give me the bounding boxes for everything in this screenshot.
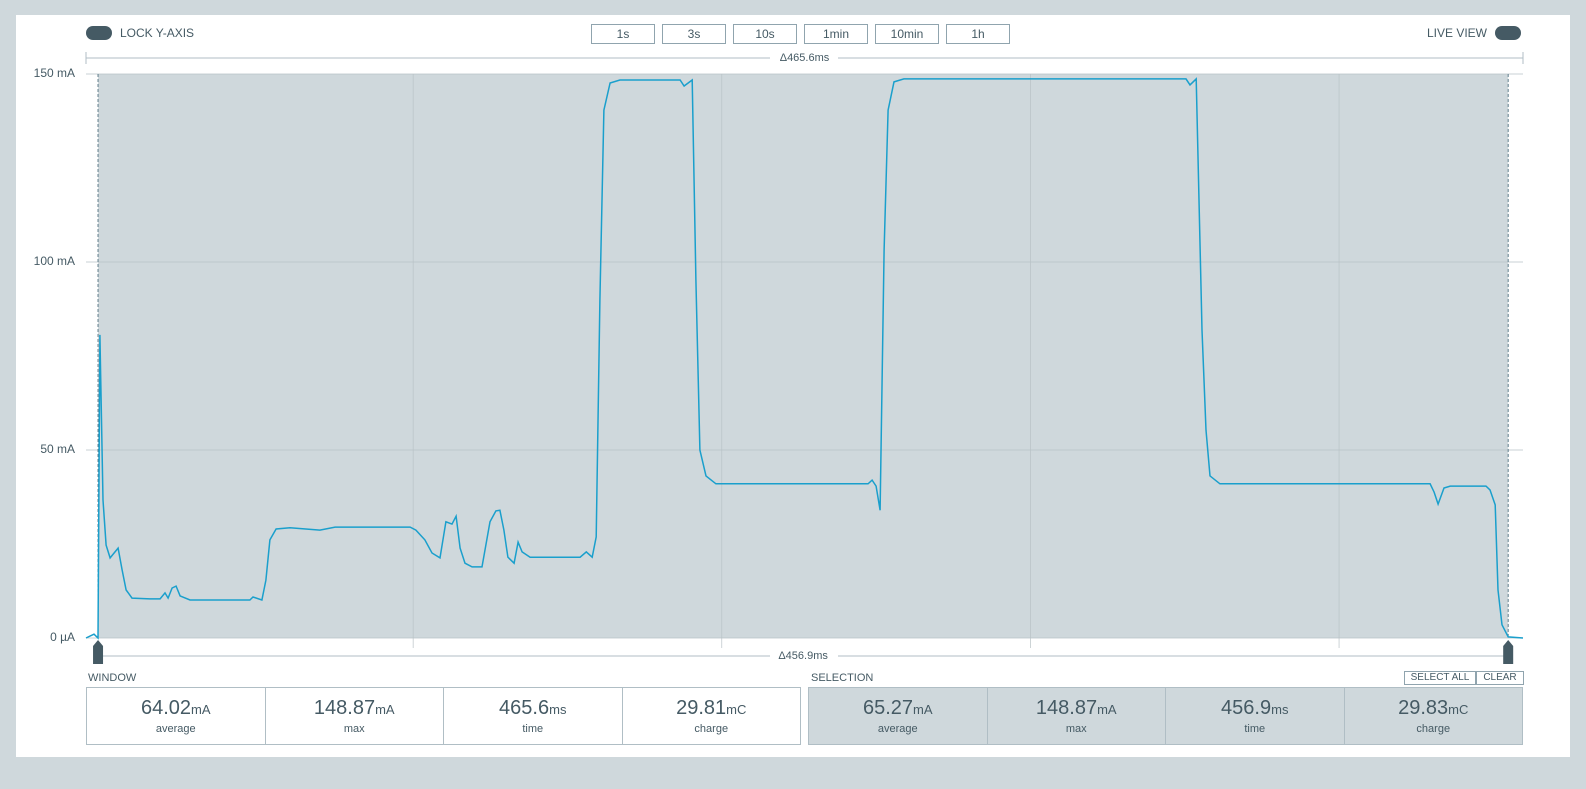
y-tick-label: 100 mA: [34, 254, 75, 268]
stat-unit: mA: [375, 702, 395, 717]
window-title: WINDOW: [88, 672, 137, 684]
stat-unit: mC: [1448, 702, 1469, 717]
zoom-button[interactable]: 1h: [946, 24, 1010, 44]
select-all-button[interactable]: SELECT ALL: [1404, 671, 1476, 685]
zoom-button[interactable]: 1min: [804, 24, 868, 44]
stat-label: max: [343, 723, 365, 735]
zoom-button[interactable]: 3s: [662, 24, 726, 44]
selection-stats: 65.27mA average 148.87mA max 456.9ms time 29.8…: [808, 687, 1523, 745]
stat-cell: 64.02mA average: [87, 688, 266, 744]
y-tick-label: 50 mA: [40, 442, 75, 456]
stat-unit: mC: [726, 702, 747, 717]
stat-unit: mA: [191, 702, 211, 717]
selection-area: [98, 74, 1509, 638]
current-line: [85, 77, 1524, 640]
selection-handle[interactable]: [1503, 640, 1514, 664]
stat-value: 148.87: [1035, 697, 1098, 719]
zoom-button[interactable]: 1s: [591, 24, 655, 44]
stat-cell: 29.83mC charge: [1345, 688, 1523, 744]
stat-cell: 148.87mA max: [988, 688, 1166, 744]
stat-label: max: [1065, 723, 1087, 735]
stat-cell: 29.81mC charge: [623, 688, 801, 744]
clear-button[interactable]: CLEAR: [1476, 671, 1524, 685]
y-tick-label: 0 µA: [50, 630, 75, 644]
stat-label: average: [155, 723, 196, 735]
stat-number: 456.9ms: [1166, 697, 1344, 720]
live-label: LIVE VIEW: [1426, 26, 1487, 40]
zoom-button[interactable]: 10s: [733, 24, 797, 44]
selection-title: SELECTION: [811, 672, 874, 684]
stat-cell: 465.6ms time: [444, 688, 623, 744]
stat-number: 465.6ms: [444, 697, 622, 720]
stat-cell: 148.87mA max: [266, 688, 444, 744]
stat-number: 64.02mA: [87, 697, 265, 720]
stat-value: 64.02: [140, 697, 192, 719]
stat-label: time: [1244, 723, 1266, 735]
stat-label: average: [877, 723, 918, 735]
stat-value: 465.6: [499, 697, 550, 719]
stat-value: 65.27: [862, 697, 914, 719]
window-duration: Δ465.6ms: [780, 52, 830, 64]
stat-unit: mA: [1097, 702, 1117, 717]
stat-number: 29.83mC: [1345, 697, 1523, 720]
lock-toggle[interactable]: [86, 26, 112, 40]
stat-value: 29.81: [676, 697, 727, 719]
stat-cell: 456.9ms time: [1166, 688, 1345, 744]
stat-value: 29.83: [1398, 697, 1449, 719]
zoom-button[interactable]: 10min: [875, 24, 939, 44]
y-tick-label: 150 mA: [34, 66, 75, 80]
window-stats: 64.02mA average 148.87mA max 465.6ms time 29.8…: [86, 687, 801, 745]
stat-number: 148.87mA: [266, 697, 444, 720]
stat-value: 456.9: [1221, 697, 1272, 719]
label-bg: [770, 649, 838, 663]
stat-number: 148.87mA: [988, 697, 1166, 720]
stat-unit: mA: [913, 702, 933, 717]
lock-label: LOCK Y-AXIS: [120, 26, 195, 40]
stat-number: 65.27mA: [809, 697, 987, 720]
stat-cell: 65.27mA average: [809, 688, 988, 744]
label-bg: [770, 51, 838, 65]
stat-unit: ms: [1271, 702, 1289, 717]
selection-handle[interactable]: [93, 640, 104, 664]
stat-label: time: [522, 723, 544, 735]
stat-number: 29.81mC: [623, 697, 801, 720]
selection-duration: Δ456.9ms: [778, 650, 828, 662]
stat-unit: ms: [549, 702, 567, 717]
live-toggle[interactable]: [1495, 26, 1521, 40]
stat-value: 148.87: [313, 697, 376, 719]
stat-label: charge: [694, 723, 729, 735]
stat-label: charge: [1416, 723, 1451, 735]
